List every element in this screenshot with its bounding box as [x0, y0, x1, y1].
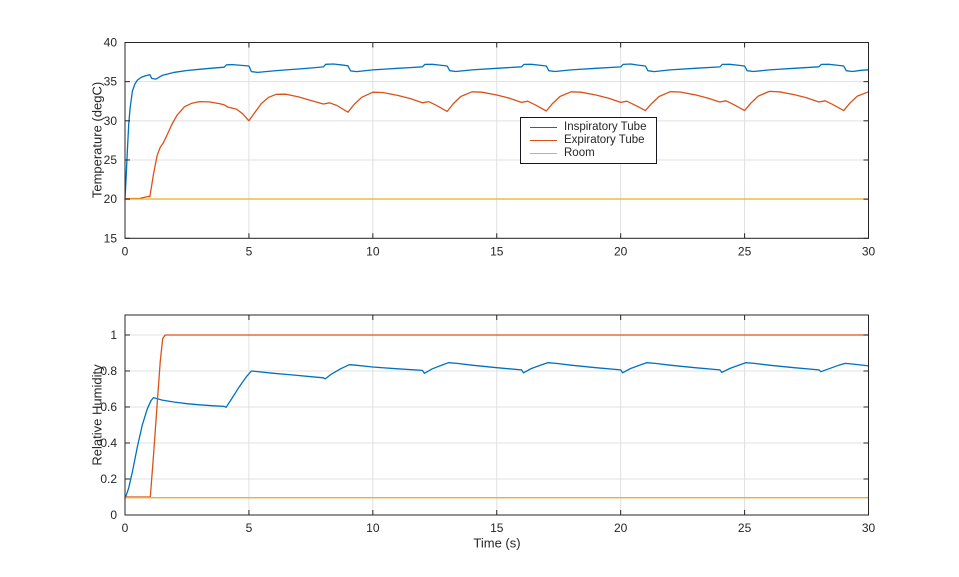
time-x-axis-label: Time (s): [473, 535, 521, 551]
series-line-inspiratory-tube: [124, 63, 870, 200]
y-tick-label: 30: [104, 114, 118, 128]
temperature-plot: 0 5 10 15 20 25 30 15 20 25 30 35 40: [104, 36, 876, 259]
legend-line-sample: [530, 140, 557, 141]
humidity-plot: 0 5 10 15 20 25 30 0 0.2 0.4 0.6 0.8 1: [100, 314, 876, 535]
x-tick-label: 0: [122, 521, 129, 535]
x-tick-label: 30: [862, 244, 876, 258]
legend-label: Room: [564, 147, 595, 159]
y-tick-label: 0.8: [100, 364, 117, 378]
x-tick-label: 15: [490, 244, 504, 258]
legend-line-sample: [530, 153, 557, 154]
x-tick-label: 5: [246, 521, 253, 535]
x-tick-label: 25: [738, 521, 752, 535]
legend-item: Expiratory Tube: [521, 134, 656, 147]
y-tick-label: 1: [110, 328, 117, 342]
y-tick-label: 20: [104, 192, 118, 206]
legend: Inspiratory Tube Expiratory Tube Room: [520, 117, 657, 164]
y-tick-label: 0: [110, 508, 117, 522]
temperature-y-axis-label: Temperature (degC): [89, 81, 105, 199]
x-tick-label: 0: [122, 244, 129, 258]
x-tick-label: 5: [246, 244, 253, 258]
y-tick-label: 0.2: [100, 472, 117, 486]
humidity-y-axis-label: Relative Humidity: [89, 364, 105, 466]
x-tick-label: 15: [490, 521, 504, 535]
x-tick-label: 20: [614, 244, 628, 258]
x-tick-label: 30: [862, 521, 876, 535]
x-tick-label: 25: [738, 244, 752, 258]
y-tick-label: 40: [104, 36, 118, 50]
y-tick-label: 0.6: [100, 400, 117, 414]
legend-label: Inspiratory Tube: [564, 121, 647, 133]
legend-item: Inspiratory Tube: [521, 121, 656, 134]
y-tick-label: 15: [104, 231, 118, 245]
legend-item: Room: [521, 147, 656, 160]
series-line-inspiratory-tube: [124, 362, 870, 500]
x-tick-label: 20: [614, 521, 628, 535]
y-tick-label: 35: [104, 75, 118, 89]
y-tick-label: 0.4: [100, 436, 117, 450]
legend-label: Expiratory Tube: [564, 134, 645, 146]
series-line-expiratory-tube: [124, 90, 870, 200]
series-line-expiratory-tube: [124, 334, 870, 498]
y-tick-label: 25: [104, 153, 118, 167]
x-tick-label: 10: [366, 521, 380, 535]
legend-line-sample: [530, 127, 557, 128]
x-tick-label: 10: [366, 244, 380, 258]
